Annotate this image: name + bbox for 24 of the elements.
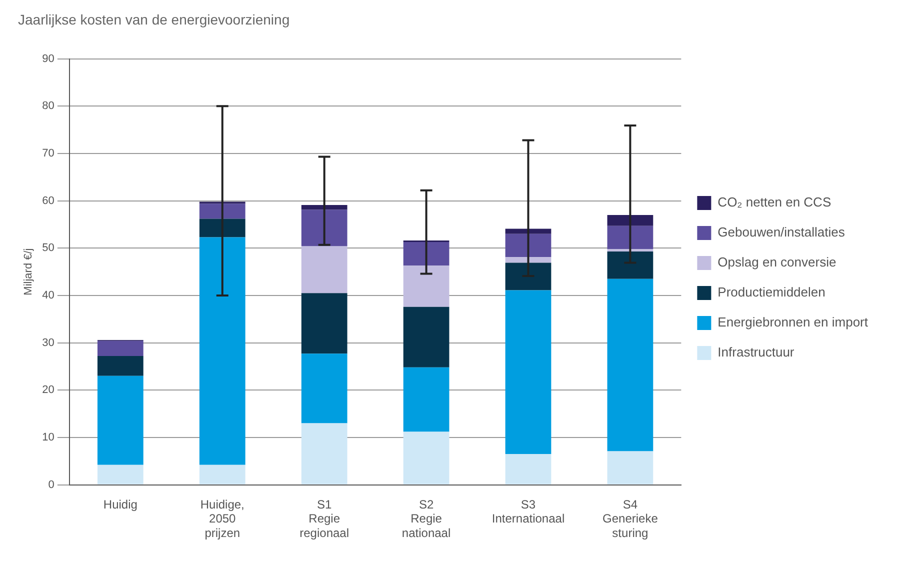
y-tick-label: 30 bbox=[42, 336, 54, 349]
legend-label: Infrastructuur bbox=[718, 344, 795, 360]
y-tick-label: 50 bbox=[42, 242, 54, 254]
x-tick-label: S3 Internationaal bbox=[492, 497, 565, 526]
y-tick-label: 90 bbox=[42, 52, 54, 65]
x-tick-label: S2 Regie nationaal bbox=[402, 497, 451, 540]
legend-label: Gebouwen/installaties bbox=[718, 224, 846, 240]
y-tick-label: 60 bbox=[42, 194, 54, 207]
x-tick-label: Huidig bbox=[103, 497, 138, 512]
x-tick-label: S1 Regie regionaal bbox=[300, 497, 350, 540]
x-tick-label: Huidige, 2050 prijzen bbox=[200, 497, 244, 540]
y-tick-label: 70 bbox=[42, 148, 54, 160]
legend-label: Productiemiddelen bbox=[718, 284, 826, 300]
legend-label: CO₂ netten en CCS bbox=[718, 194, 832, 210]
y-tick-label: 0 bbox=[48, 478, 54, 491]
x-tick-label: S4 Generieke sturing bbox=[602, 497, 658, 540]
y-tick-label: 80 bbox=[42, 100, 54, 112]
y-tick-label: 40 bbox=[42, 290, 54, 302]
y-tick-label: 10 bbox=[42, 432, 54, 444]
legend-label: Energiebronnen en import bbox=[718, 314, 868, 330]
y-axis-title: Miljard €/j bbox=[22, 248, 35, 296]
y-tick-label: 20 bbox=[42, 384, 54, 396]
legend-label: Opslag en conversie bbox=[718, 254, 836, 270]
chart-title: Jaarlijkse kosten van de energievoorziening bbox=[18, 11, 290, 28]
